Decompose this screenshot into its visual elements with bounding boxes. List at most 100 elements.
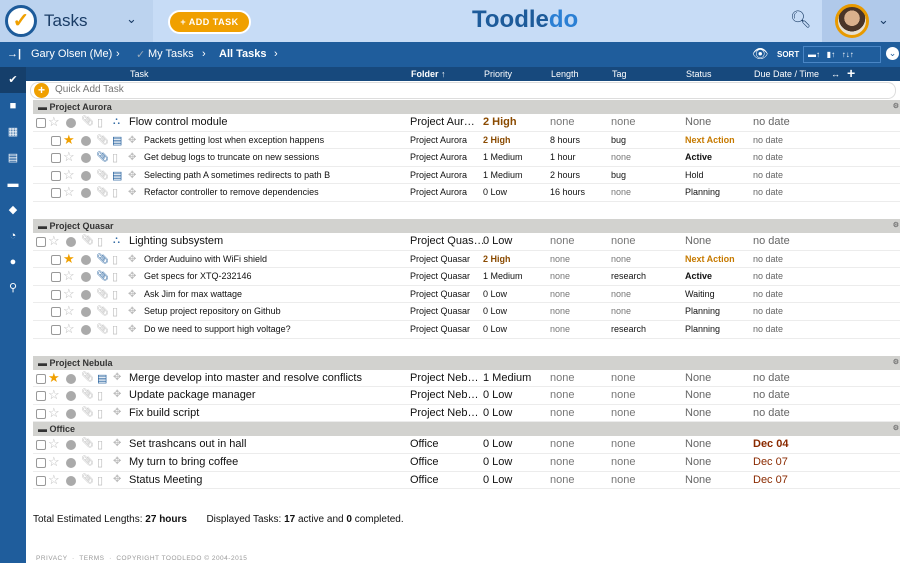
attachment-icon[interactable]: 📎︎: [81, 234, 94, 246]
task-status[interactable]: None: [685, 389, 712, 402]
task-length[interactable]: none: [550, 306, 571, 317]
task-priority[interactable]: 1 Medium: [483, 152, 523, 163]
sidebar-item-folders[interactable]: ■: [9, 100, 17, 112]
star-icon[interactable]: ☆: [63, 268, 75, 284]
terms-link[interactable]: TERMS: [79, 555, 105, 562]
task-folder[interactable]: Project Quasar: [410, 253, 471, 264]
task-folder[interactable]: Office: [410, 473, 439, 486]
sort-folder-button[interactable]: ▬↑: [808, 50, 820, 59]
task-length[interactable]: none: [550, 473, 575, 486]
task-tag[interactable]: none: [611, 187, 632, 198]
task-status[interactable]: Next Action: [685, 253, 735, 264]
note-icon[interactable]: ▯: [97, 407, 104, 420]
task-title[interactable]: Set trashcans out in hall: [129, 438, 247, 451]
note-icon[interactable]: ▯: [97, 235, 104, 248]
note-icon[interactable]: ▯: [112, 271, 119, 284]
repeat-dot-icon[interactable]: [81, 254, 91, 265]
task-status[interactable]: None: [685, 234, 712, 247]
task-title[interactable]: My turn to bring coffee: [129, 455, 239, 468]
complete-checkbox[interactable]: [51, 153, 61, 164]
note-icon[interactable]: ▤: [112, 134, 123, 147]
settings-icon[interactable]: ⚙: [892, 358, 899, 366]
task-tag[interactable]: research: [611, 323, 647, 334]
task-length[interactable]: none: [550, 116, 575, 128]
note-icon[interactable]: ▤: [112, 169, 123, 182]
task-folder[interactable]: Office: [410, 438, 439, 451]
task-due-date[interactable]: no date: [753, 406, 790, 419]
star-icon[interactable]: ☆: [48, 436, 60, 452]
column-length[interactable]: Length: [551, 69, 579, 79]
plus-icon[interactable]: +: [34, 83, 49, 98]
star-icon[interactable]: ☆: [63, 303, 75, 319]
task-priority[interactable]: 0 Low: [483, 473, 513, 486]
task-status[interactable]: Active: [685, 152, 713, 163]
sidebar-item-goals[interactable]: ◔: [9, 230, 17, 242]
star-icon[interactable]: ☆: [48, 404, 60, 420]
complete-checkbox[interactable]: [36, 440, 46, 451]
task-due-date[interactable]: no date: [753, 371, 790, 384]
sort-tag-button[interactable]: ▮↑: [826, 50, 836, 59]
move-handle-icon[interactable]: ✥: [113, 371, 122, 383]
task-title[interactable]: Update package manager: [129, 389, 256, 402]
task-tag[interactable]: none: [611, 116, 636, 128]
attachment-icon[interactable]: 📎︎: [81, 406, 94, 418]
column-folder[interactable]: Folder ↑: [411, 69, 446, 79]
task-due-date[interactable]: Dec 04: [753, 438, 789, 451]
task-row[interactable]: ☆ 📎︎ ▯ ✥ Setup project repository on Github P…: [33, 303, 900, 321]
task-tag[interactable]: none: [611, 438, 636, 451]
complete-checkbox[interactable]: [36, 236, 46, 247]
settings-icon[interactable]: ⚙: [892, 103, 899, 110]
task-tag[interactable]: none: [611, 306, 632, 317]
task-row[interactable]: ☆ 📎︎ ▯ ✥ Do we need to support high voltage?…: [33, 321, 900, 339]
eye-icon[interactable]: 👁︎: [752, 46, 769, 61]
attachment-icon[interactable]: 📎︎: [96, 306, 109, 318]
attachment-icon[interactable]: 📎︎: [81, 455, 94, 467]
task-priority[interactable]: 0 Low: [483, 406, 513, 419]
task-folder[interactable]: Office: [410, 455, 439, 468]
complete-checkbox[interactable]: [51, 188, 61, 199]
move-handle-icon[interactable]: ✥: [128, 323, 137, 335]
task-status[interactable]: Planning: [685, 187, 721, 198]
task-tag[interactable]: none: [611, 455, 636, 468]
breadcrumb-all-tasks[interactable]: All Tasks: [219, 48, 267, 60]
task-tag[interactable]: none: [611, 234, 636, 247]
attachment-icon[interactable]: 📎︎: [96, 253, 109, 265]
move-handle-icon[interactable]: ✥: [128, 288, 137, 300]
sidebar-item-contexts[interactable]: ▬: [7, 178, 19, 190]
note-icon[interactable]: ▯: [112, 306, 119, 319]
folder-group-header[interactable]: ▬ Project Aurora ⚙: [33, 100, 900, 114]
task-row[interactable]: ☆ 📎︎ ▯ ⛬ Lighting subsystem Project Quas… 0 Lo…: [33, 233, 900, 251]
move-handle-icon[interactable]: ✥: [128, 152, 137, 164]
repeat-dot-icon[interactable]: [81, 170, 91, 181]
move-handle-icon[interactable]: ✥: [113, 406, 122, 418]
complete-checkbox[interactable]: [51, 135, 61, 146]
task-length[interactable]: none: [550, 253, 571, 264]
task-folder[interactable]: Project Quasar: [410, 271, 471, 282]
task-length[interactable]: 2 hours: [550, 169, 581, 180]
complete-checkbox[interactable]: [36, 373, 46, 384]
chevron-down-icon[interactable]: ⌄: [126, 11, 137, 26]
task-folder[interactable]: Project Neb…: [410, 406, 479, 419]
attachment-icon[interactable]: 📎︎: [96, 134, 109, 146]
repeat-dot-icon[interactable]: [66, 236, 76, 247]
task-status[interactable]: None: [685, 116, 712, 128]
complete-checkbox[interactable]: [51, 170, 61, 181]
task-status[interactable]: Planning: [685, 323, 721, 334]
move-handle-icon[interactable]: ✥: [128, 134, 137, 146]
resize-columns-icon[interactable]: ↔: [831, 69, 840, 79]
task-length[interactable]: 1 hour: [550, 152, 576, 163]
collapse-sidebar-icon[interactable]: →|: [7, 48, 22, 60]
star-icon[interactable]: ☆: [48, 114, 60, 129]
task-status[interactable]: None: [685, 371, 712, 384]
note-icon[interactable]: ▯: [97, 439, 104, 452]
task-folder[interactable]: Project Neb…: [410, 389, 479, 402]
note-icon[interactable]: ▤: [97, 372, 108, 385]
task-length[interactable]: none: [550, 271, 571, 282]
folder-group-header[interactable]: ▬ Office ⚙: [33, 422, 900, 437]
star-icon[interactable]: ☆: [48, 387, 60, 403]
task-due-date[interactable]: no date: [753, 169, 784, 180]
task-priority[interactable]: 1 Medium: [483, 271, 523, 282]
repeat-dot-icon[interactable]: [81, 307, 91, 318]
repeat-dot-icon[interactable]: [81, 324, 91, 335]
move-handle-icon[interactable]: ✥: [128, 271, 137, 283]
